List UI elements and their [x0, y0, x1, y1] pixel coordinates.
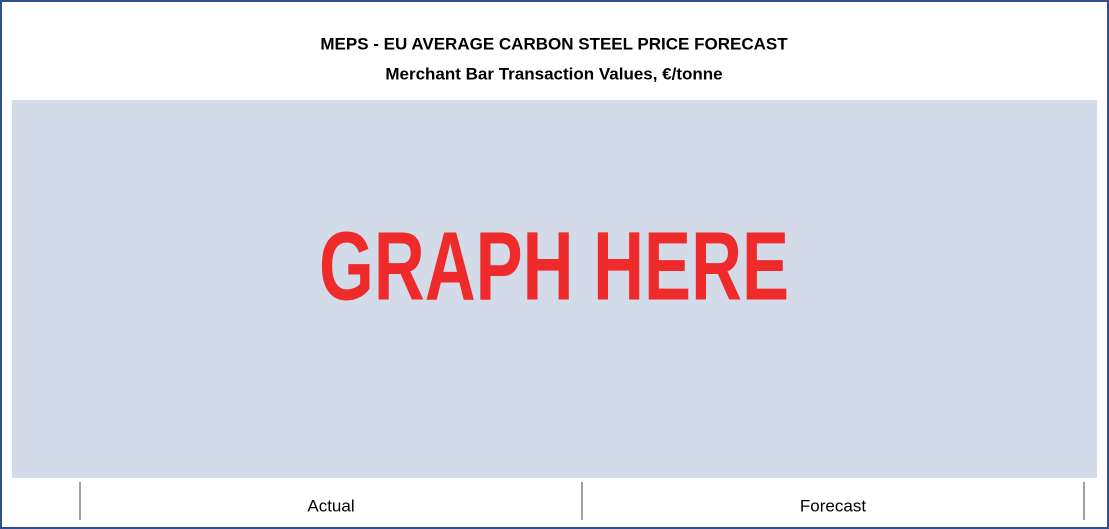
footer-label: Forecast — [800, 496, 866, 515]
subtitle: Merchant Bar Transaction Values, €/tonne — [385, 64, 722, 83]
title: MEPS - EU AVERAGE CARBON STEEL PRICE FOR… — [320, 34, 788, 53]
graph-area — [12, 100, 1097, 478]
placeholder: GRAPH HERE — [319, 212, 789, 321]
footer-label: Actual — [307, 496, 354, 515]
